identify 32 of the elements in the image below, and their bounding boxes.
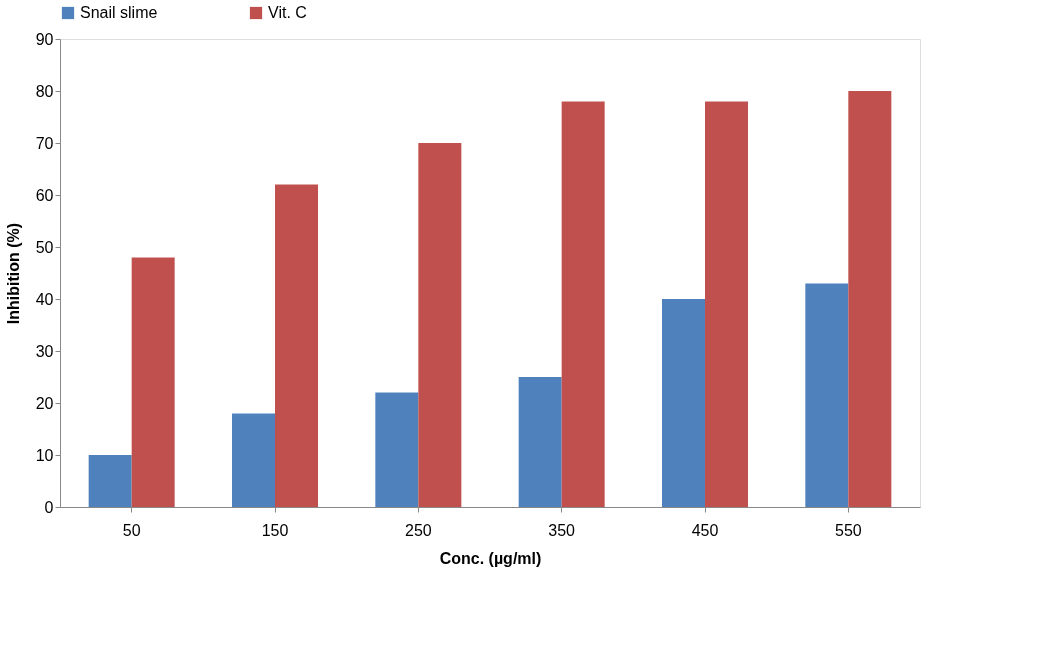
y-tick-label: 80 — [35, 82, 54, 100]
y-tick-label: 10 — [35, 446, 54, 464]
x-tick-label: 250 — [404, 521, 432, 539]
legend-label: Vit. C — [268, 4, 307, 21]
bar — [131, 257, 175, 507]
x-tick-label: 350 — [548, 521, 576, 539]
x-tick-label: 550 — [834, 521, 862, 539]
bar — [561, 101, 605, 507]
y-tick-label: 60 — [35, 186, 54, 204]
y-axis-title: Inhibition (%) — [4, 222, 22, 325]
bar — [418, 143, 462, 507]
x-tick-label: 50 — [122, 521, 141, 539]
legend-label: Snail slime — [80, 4, 158, 21]
bar — [88, 455, 132, 507]
bar — [705, 101, 748, 507]
bar — [232, 413, 275, 507]
x-tick-label: 150 — [261, 521, 289, 539]
x-axis-title: Conc. (µg/ml) — [439, 549, 542, 567]
y-tick-label: 70 — [35, 134, 54, 152]
bar — [375, 392, 419, 507]
y-tick-label: 20 — [35, 394, 54, 412]
x-tick-label: 450 — [691, 521, 719, 539]
bar — [805, 283, 849, 507]
y-tick-label: 50 — [35, 238, 54, 256]
y-tick-label: 90 — [35, 30, 54, 48]
bar — [518, 377, 562, 507]
y-tick-label: 0 — [44, 498, 54, 516]
y-tick-label: 40 — [35, 290, 54, 308]
y-tick-label: 30 — [35, 342, 54, 360]
bar — [848, 91, 892, 507]
bar — [662, 299, 705, 507]
bar — [275, 184, 318, 507]
